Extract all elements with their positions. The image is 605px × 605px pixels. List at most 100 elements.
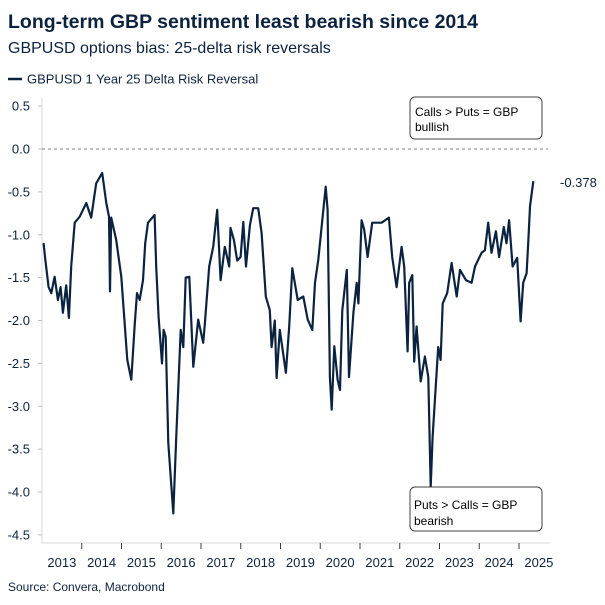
data-point [348,376,350,378]
data-point [465,279,467,281]
data-point [175,442,177,444]
data-point [437,346,439,348]
data-point [311,329,313,331]
data-point [108,216,110,218]
annotation-box [409,486,543,532]
y-axis-ticks: 0.5 0.0 -0.5 -1.0 -1.5 -2.0 -2.5 -3.0 -3.5 -4.0 -4… [8,99,42,542]
data-point [252,207,254,209]
x-tick-label: 2013 [47,555,76,570]
data-point [90,217,92,219]
data-point [260,232,263,234]
data-point [74,222,76,224]
data-point [529,205,531,208]
data-point [167,442,169,444]
x-tick-label: 2023 [445,555,474,570]
data-point [363,229,365,231]
y-tick-label: -2.5 [8,356,30,371]
y-tick-label: -4.0 [8,485,30,500]
data-point [54,276,56,278]
source-note: Source: Convera, Macrobond [8,580,165,594]
legend: GBPUSD 1 Year 25 Delta Risk Reversal [8,72,258,87]
data-point [208,265,210,268]
x-tick-label: 2025 [524,555,553,570]
data-point [233,239,235,241]
data-point [142,279,144,281]
data-point [212,246,214,248]
data-point [408,282,410,284]
y-tick-label: -3.0 [8,399,30,414]
y-tick-label: 0.0 [12,142,30,157]
data-point [245,265,247,268]
data-point [490,252,493,254]
data-point [110,217,112,219]
x-tick-label: 2017 [206,555,235,570]
data-point [279,329,281,331]
data-point [95,182,97,184]
data-point [249,224,251,226]
data-point [297,299,299,301]
data-point [411,274,413,276]
data-point [481,252,483,254]
data-point [484,249,486,251]
data-point [57,299,59,301]
data-point [357,302,359,304]
y-tick-label: -1.5 [8,270,30,285]
x-tick-label: 2024 [485,555,514,570]
data-point [442,302,444,304]
y-tick-label: -2.0 [8,313,30,328]
data-point [60,286,62,288]
data-point [229,227,232,229]
y-tick-label: -3.5 [8,442,30,457]
data-point [265,295,267,298]
data-point [236,259,238,262]
data-point [270,346,273,348]
data-point [228,265,230,268]
data-point [155,265,157,268]
data-point [327,209,329,211]
data-point [134,324,136,326]
data-point [352,312,354,314]
data-point [120,276,122,278]
data-point [456,295,458,298]
x-tick-label: 2021 [365,555,394,570]
annotation-bearish: Puts > Calls = GBP bearish [409,486,543,532]
data-point [44,259,46,261]
data-point [204,322,206,324]
x-axis-ticks: 2013 2014 2015 2016 2017 2018 2019 2020 2021 2022… [47,543,553,570]
series-points [43,172,534,515]
data-point [115,239,117,241]
annotation-text-line: Calls > Puts = GBP [415,105,518,119]
y-tick-label: -0.5 [8,184,30,199]
y-tick-label: -1.0 [8,227,30,242]
data-point [439,359,442,361]
data-point [532,180,534,183]
data-point [257,207,259,209]
data-point [161,362,163,364]
data-point [395,286,398,288]
data-point [367,256,369,258]
data-point [420,380,422,382]
x-tick-label: 2016 [167,555,196,570]
data-point [62,312,64,314]
data-point [79,216,81,218]
y-tick-label: 0.5 [12,99,30,114]
data-point [65,284,67,286]
data-point [337,379,339,381]
data-point [130,379,132,381]
data-point [416,325,418,328]
data-point [197,319,199,321]
data-point [109,290,111,292]
data-point [516,257,518,259]
data-point [43,242,45,244]
data-point [182,346,184,348]
data-point [288,325,290,328]
data-point [325,186,327,188]
data-point [495,230,497,232]
data-point [172,512,174,515]
data-point [339,389,341,391]
y-tick-label: -4.5 [8,527,30,542]
data-point [434,399,436,401]
data-point [498,256,500,258]
data-point [503,226,505,228]
